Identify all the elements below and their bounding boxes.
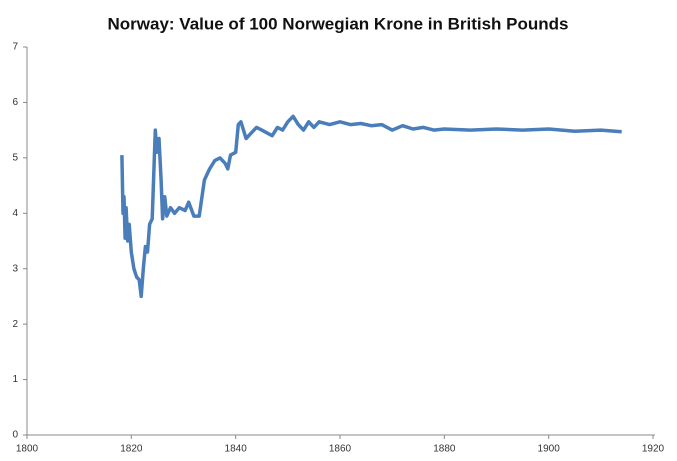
y-tick-label: 4 — [12, 208, 18, 219]
x-tick-label: 1800 — [16, 444, 39, 455]
x-tick-label: 1860 — [329, 444, 352, 455]
data-line — [120, 114, 622, 299]
y-tick-label: 6 — [12, 97, 18, 108]
y-tick-label: 0 — [12, 430, 18, 441]
y-tick-label: 3 — [12, 263, 18, 274]
x-tick-label: 1900 — [538, 444, 561, 455]
x-tick-label: 1880 — [433, 444, 456, 455]
y-tick-label: 7 — [12, 42, 18, 53]
y-tick-label: 5 — [12, 152, 18, 163]
x-tick-label: 1840 — [225, 444, 248, 455]
chart-title: Norway: Value of 100 Norwegian Krone in … — [108, 14, 569, 33]
y-tick-label: 1 — [12, 374, 18, 385]
y-tick-label: 2 — [12, 319, 18, 330]
x-tick-label: 1820 — [120, 444, 143, 455]
x-tick-label: 1920 — [642, 444, 665, 455]
